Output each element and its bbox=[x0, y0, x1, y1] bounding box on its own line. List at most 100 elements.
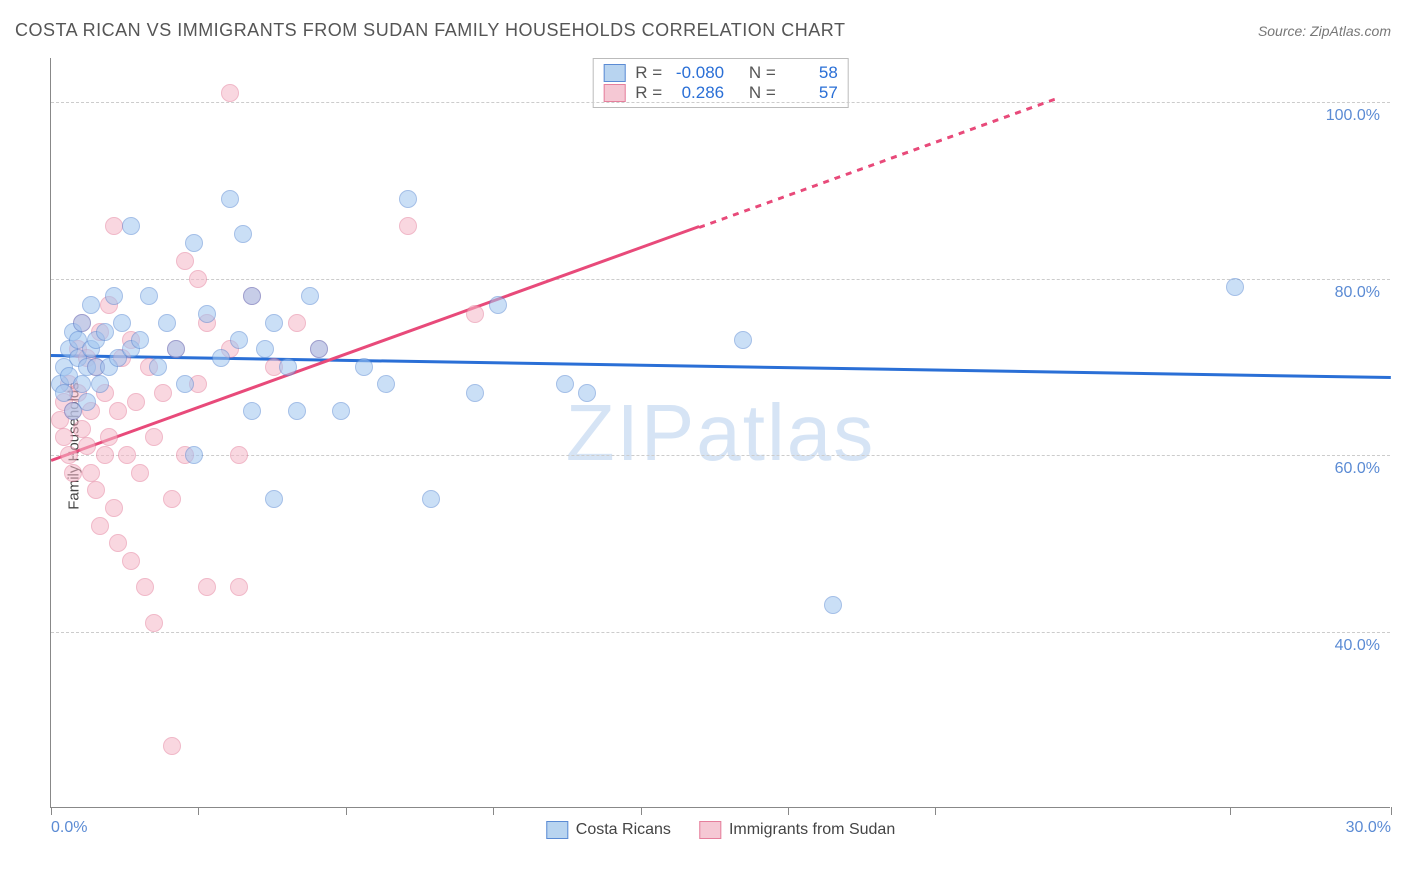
data-point bbox=[578, 384, 596, 402]
swatch-blue-icon bbox=[546, 821, 568, 839]
data-point bbox=[122, 552, 140, 570]
data-point bbox=[265, 490, 283, 508]
data-point bbox=[176, 375, 194, 393]
x-tick bbox=[51, 807, 52, 815]
data-point bbox=[243, 287, 261, 305]
data-point bbox=[158, 314, 176, 332]
data-point bbox=[234, 225, 252, 243]
data-point bbox=[355, 358, 373, 376]
data-point bbox=[145, 614, 163, 632]
data-point bbox=[310, 340, 328, 358]
data-point bbox=[113, 314, 131, 332]
swatch-pink-icon bbox=[603, 84, 625, 102]
r-label: R = bbox=[635, 63, 662, 83]
n-label: N = bbox=[749, 63, 776, 83]
gridline bbox=[51, 455, 1390, 456]
data-point bbox=[167, 340, 185, 358]
watermark: ZIPatlas bbox=[566, 387, 875, 479]
data-point bbox=[100, 428, 118, 446]
data-point bbox=[556, 375, 574, 393]
data-point bbox=[243, 402, 261, 420]
stats-legend: R = -0.080 N = 58 R = 0.286 N = 57 bbox=[592, 58, 849, 108]
n-value-blue: 58 bbox=[786, 63, 838, 83]
x-tick bbox=[1230, 807, 1231, 815]
data-point bbox=[1226, 278, 1244, 296]
legend-item-pink: Immigrants from Sudan bbox=[699, 821, 895, 839]
gridline bbox=[51, 279, 1390, 280]
data-point bbox=[230, 331, 248, 349]
data-point bbox=[256, 340, 274, 358]
data-point bbox=[230, 446, 248, 464]
x-tick bbox=[935, 807, 936, 815]
data-point bbox=[163, 490, 181, 508]
data-point bbox=[73, 420, 91, 438]
data-point bbox=[109, 402, 127, 420]
data-point bbox=[198, 305, 216, 323]
data-point bbox=[288, 402, 306, 420]
data-point bbox=[212, 349, 230, 367]
data-point bbox=[55, 384, 73, 402]
data-point bbox=[149, 358, 167, 376]
source-attribution: Source: ZipAtlas.com bbox=[1258, 23, 1391, 39]
data-point bbox=[824, 596, 842, 614]
r-value-pink: 0.286 bbox=[672, 83, 724, 103]
data-point bbox=[82, 296, 100, 314]
r-label: R = bbox=[635, 83, 662, 103]
x-tick bbox=[493, 807, 494, 815]
data-point bbox=[96, 323, 114, 341]
data-point bbox=[105, 499, 123, 517]
legend-label-blue: Costa Ricans bbox=[576, 821, 671, 839]
data-point bbox=[301, 287, 319, 305]
data-point bbox=[131, 464, 149, 482]
data-point bbox=[127, 393, 145, 411]
data-point bbox=[198, 578, 216, 596]
legend-label-pink: Immigrants from Sudan bbox=[729, 821, 895, 839]
data-point bbox=[466, 384, 484, 402]
trend-line bbox=[698, 97, 1056, 228]
n-label: N = bbox=[749, 83, 776, 103]
data-point bbox=[422, 490, 440, 508]
data-point bbox=[91, 517, 109, 535]
data-point bbox=[154, 384, 172, 402]
data-point bbox=[55, 428, 73, 446]
y-tick-label: 100.0% bbox=[1326, 107, 1380, 125]
data-point bbox=[118, 446, 136, 464]
x-tick bbox=[788, 807, 789, 815]
x-tick bbox=[346, 807, 347, 815]
y-tick-label: 40.0% bbox=[1335, 637, 1380, 655]
data-point bbox=[489, 296, 507, 314]
stats-row-pink: R = 0.286 N = 57 bbox=[603, 83, 838, 103]
bottom-legend: Costa Ricans Immigrants from Sudan bbox=[546, 821, 895, 839]
data-point bbox=[399, 190, 417, 208]
stats-row-blue: R = -0.080 N = 58 bbox=[603, 63, 838, 83]
x-tick bbox=[198, 807, 199, 815]
data-point bbox=[734, 331, 752, 349]
data-point bbox=[221, 190, 239, 208]
data-point bbox=[221, 84, 239, 102]
data-point bbox=[185, 446, 203, 464]
data-point bbox=[288, 314, 306, 332]
data-point bbox=[82, 464, 100, 482]
data-point bbox=[87, 481, 105, 499]
data-point bbox=[105, 217, 123, 235]
data-point bbox=[265, 314, 283, 332]
data-point bbox=[131, 331, 149, 349]
data-point bbox=[230, 578, 248, 596]
data-point bbox=[136, 578, 154, 596]
data-point bbox=[466, 305, 484, 323]
data-point bbox=[105, 287, 123, 305]
data-point bbox=[78, 393, 96, 411]
data-point bbox=[64, 464, 82, 482]
data-point bbox=[73, 314, 91, 332]
data-point bbox=[96, 446, 114, 464]
trend-line bbox=[51, 354, 1391, 379]
scatter-plot-area: ZIPatlas R = -0.080 N = 58 R = 0.286 N =… bbox=[50, 58, 1390, 808]
data-point bbox=[163, 737, 181, 755]
data-point bbox=[122, 217, 140, 235]
x-tick-label: 0.0% bbox=[51, 819, 87, 837]
gridline bbox=[51, 102, 1390, 103]
x-tick bbox=[641, 807, 642, 815]
x-tick-label: 30.0% bbox=[1346, 819, 1391, 837]
swatch-pink-icon bbox=[699, 821, 721, 839]
data-point bbox=[145, 428, 163, 446]
